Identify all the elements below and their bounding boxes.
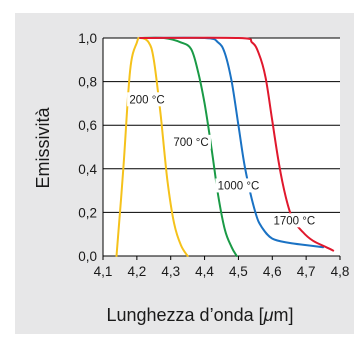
y-tick-label: 0,0	[78, 249, 97, 264]
y-axis-title: Emissività	[33, 107, 53, 189]
x-tick-labels: 4,1 4,2 4,3 4,4 4,5 4,6 4,7 4,8	[94, 264, 350, 279]
x-tick-label: 4,2	[127, 264, 146, 279]
x-tick-label: 4,4	[195, 264, 214, 279]
curve-label-background	[171, 134, 211, 149]
x-tick-label: 4,8	[331, 264, 350, 279]
x-tick-label: 4,6	[263, 264, 282, 279]
series-line	[139, 36, 325, 249]
series-line	[139, 36, 238, 257]
curve-label: 200 °C	[129, 94, 164, 106]
y-tick-label: 0,6	[78, 118, 97, 133]
y-tick-label: 0,2	[78, 205, 97, 220]
chart-figure: 4,1 4,2 4,3 4,4 4,5 4,6 4,7 4,8 0,0 0,2 0,4 0,6 0,8…	[15, 13, 354, 334]
x-tick-label: 4,1	[94, 264, 113, 279]
curve-label: 1700 °C	[273, 215, 315, 227]
y-tick-label: 0,4	[78, 162, 97, 177]
y-tick-labels: 0,0 0,2 0,4 0,6 0,8 1,0	[78, 31, 97, 264]
series-line	[139, 36, 335, 252]
x-tick-label: 4,7	[297, 264, 316, 279]
emissivity-chart: 4,1 4,2 4,3 4,4 4,5 4,6 4,7 4,8 0,0 0,2 0,4 0,6 0,8…	[33, 31, 350, 325]
curve-label: 700 °C	[173, 137, 208, 149]
curve-label: 1000 °C	[218, 180, 260, 192]
y-tick-label: 0,8	[78, 75, 97, 90]
x-axis-title: Lunghezza d’onda [μm]	[106, 305, 293, 325]
x-tick-label: 4,3	[161, 264, 180, 279]
curve-label-background	[215, 178, 262, 193]
y-tick-label: 1,0	[78, 31, 97, 46]
curve-label-background	[271, 213, 318, 228]
axes	[102, 38, 341, 260]
curve-labels: 200 °C 700 °C 1000 °C 1700 °C	[127, 92, 318, 228]
curve-label-background	[127, 92, 167, 107]
x-tick-label: 4,5	[229, 264, 248, 279]
